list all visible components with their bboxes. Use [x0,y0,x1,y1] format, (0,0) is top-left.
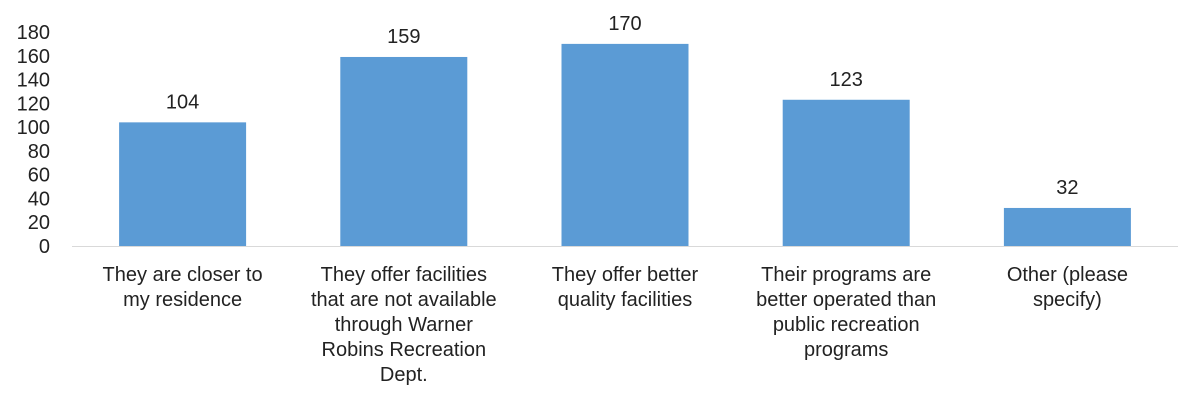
x-category-label-line: quality facilities [558,289,693,311]
x-category-label-line: They are closer to [103,264,263,286]
y-tick-label: 0 [39,236,50,258]
bar [561,43,689,247]
x-category-label-line: specify) [1033,289,1102,311]
y-tick-label: 180 [17,22,50,44]
y-tick-label: 120 [17,93,50,115]
bar [782,99,910,247]
y-tick-label: 140 [17,70,50,92]
data-label: 159 [387,26,420,48]
bar [119,122,247,246]
y-tick-label: 100 [17,117,50,139]
y-tick-label: 60 [28,165,50,187]
x-category-label: Their programs are better operated than pu… [756,264,936,361]
x-category-label-line: that are not available [311,289,497,311]
y-tick-label: 40 [28,188,50,210]
x-category-label: They offer facilities that are not availa… [311,264,497,386]
data-label: 32 [1056,177,1078,199]
x-category-label-line: public recreation [773,314,920,336]
x-category-label-line: my residence [123,289,242,311]
x-category-label-line: Robins Recreation [322,339,487,361]
bar [340,56,468,246]
x-category-label-line: Other (please [1007,264,1128,286]
x-category-label-line: better operated than [756,289,936,311]
x-category-label: They offer better quality facilities [552,264,699,311]
bar [1003,207,1131,246]
x-category-label-line: through Warner [335,314,474,336]
x-category-label-line: programs [804,339,888,361]
x-category-label-line: They offer better [552,264,699,286]
x-axis: They are closer to my residence They offer… [103,264,1128,386]
bars: 104 159 170 123 32 [119,13,1131,247]
y-tick-label: 20 [28,212,50,234]
x-category-label-line: Dept. [380,364,428,386]
x-category-label-line: They offer facilities [321,264,487,286]
x-category-label-line: Their programs are [761,264,931,286]
x-category-label: They are closer to my residence [103,264,263,311]
data-label: 170 [608,13,641,35]
x-category-label: Other (please specify) [1007,264,1128,311]
data-label: 123 [830,69,863,91]
y-tick-label: 80 [28,141,50,163]
data-label: 104 [166,91,199,113]
y-tick-label: 160 [17,46,50,68]
